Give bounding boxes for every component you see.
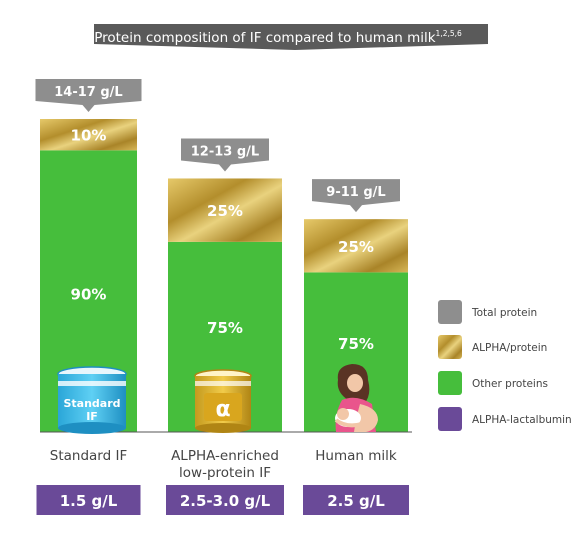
legend-swatch-1 <box>438 335 462 359</box>
standard-can-label-line1: Standard <box>63 397 120 410</box>
category-label-1-0: ALPHA-enriched <box>171 448 279 464</box>
title-banner-shape <box>94 24 488 50</box>
alpha-lactalbumin-label-0: 1.5 g/L <box>60 492 118 510</box>
alpha-lactalbumin-box-0 <box>36 485 141 515</box>
label-alpha-protein-1: 25% <box>207 202 243 220</box>
total-protein-callout-2 <box>312 179 400 213</box>
legend-label-0: Total protein <box>471 307 537 319</box>
total-protein-label-2: 9-11 g/L <box>326 185 385 200</box>
total-protein-label-0: 14-17 g/L <box>54 85 122 100</box>
legend-label-3: ALPHA-lactalbumin <box>472 414 572 426</box>
label-other-proteins-2: 75% <box>338 335 374 353</box>
total-protein-callout-0 <box>35 79 142 112</box>
bar-alpha-protein-1 <box>168 178 282 242</box>
label-alpha-protein-0: 10% <box>71 127 107 145</box>
category-label-2-0: Human milk <box>315 448 397 464</box>
category-label-1-1: low-protein IF <box>179 465 271 481</box>
chart-title-text: Protein composition of IF compared to hu… <box>94 30 436 46</box>
total-protein-label-1: 12-13 g/L <box>191 144 259 159</box>
label-other-proteins-0: 90% <box>71 286 107 304</box>
chart-title-banner: Protein composition of IF compared to hu… <box>94 24 488 50</box>
alpha-lactalbumin-boxes: 1.5 g/L 2.5-3.0 g/L 2.5 g/L <box>36 485 409 515</box>
chart-title: Protein composition of IF compared to hu… <box>94 29 462 46</box>
legend-swatch-3 <box>438 407 462 431</box>
alpha-can-symbol: α <box>215 397 230 422</box>
bar-alpha-protein-2 <box>304 219 408 273</box>
standard-can-label-line2: IF <box>86 410 98 423</box>
alpha-lactalbumin-label-1: 2.5-3.0 g/L <box>180 492 271 510</box>
mother-baby-illustration <box>334 364 378 432</box>
legend: Total protein ALPHA/protein Other proteins… <box>438 300 572 431</box>
legend-label-2: Other proteins <box>472 378 548 390</box>
label-alpha-protein-2: 25% <box>338 238 374 256</box>
label-other-proteins-1: 75% <box>207 319 243 337</box>
legend-swatch-2 <box>438 371 462 395</box>
total-protein-callouts: 14-17 g/L 12-13 g/L 9-11 g/L <box>35 79 400 213</box>
total-protein-callout-1 <box>181 138 269 172</box>
standard-if-can-illustration: Standard IF <box>57 366 127 434</box>
bar-alpha-protein-0 <box>40 119 137 151</box>
legend-swatch-0 <box>438 300 462 324</box>
alpha-lactalbumin-box-1 <box>166 485 284 515</box>
legend-label-1: ALPHA/protein <box>472 342 547 354</box>
alpha-can-illustration: α <box>194 369 252 433</box>
alpha-lactalbumin-label-2: 2.5 g/L <box>327 492 385 510</box>
chart-title-superscript: 1,2,5,6 <box>436 29 462 38</box>
alpha-lactalbumin-box-2 <box>303 485 409 515</box>
category-label-0-0: Standard IF <box>50 448 127 464</box>
